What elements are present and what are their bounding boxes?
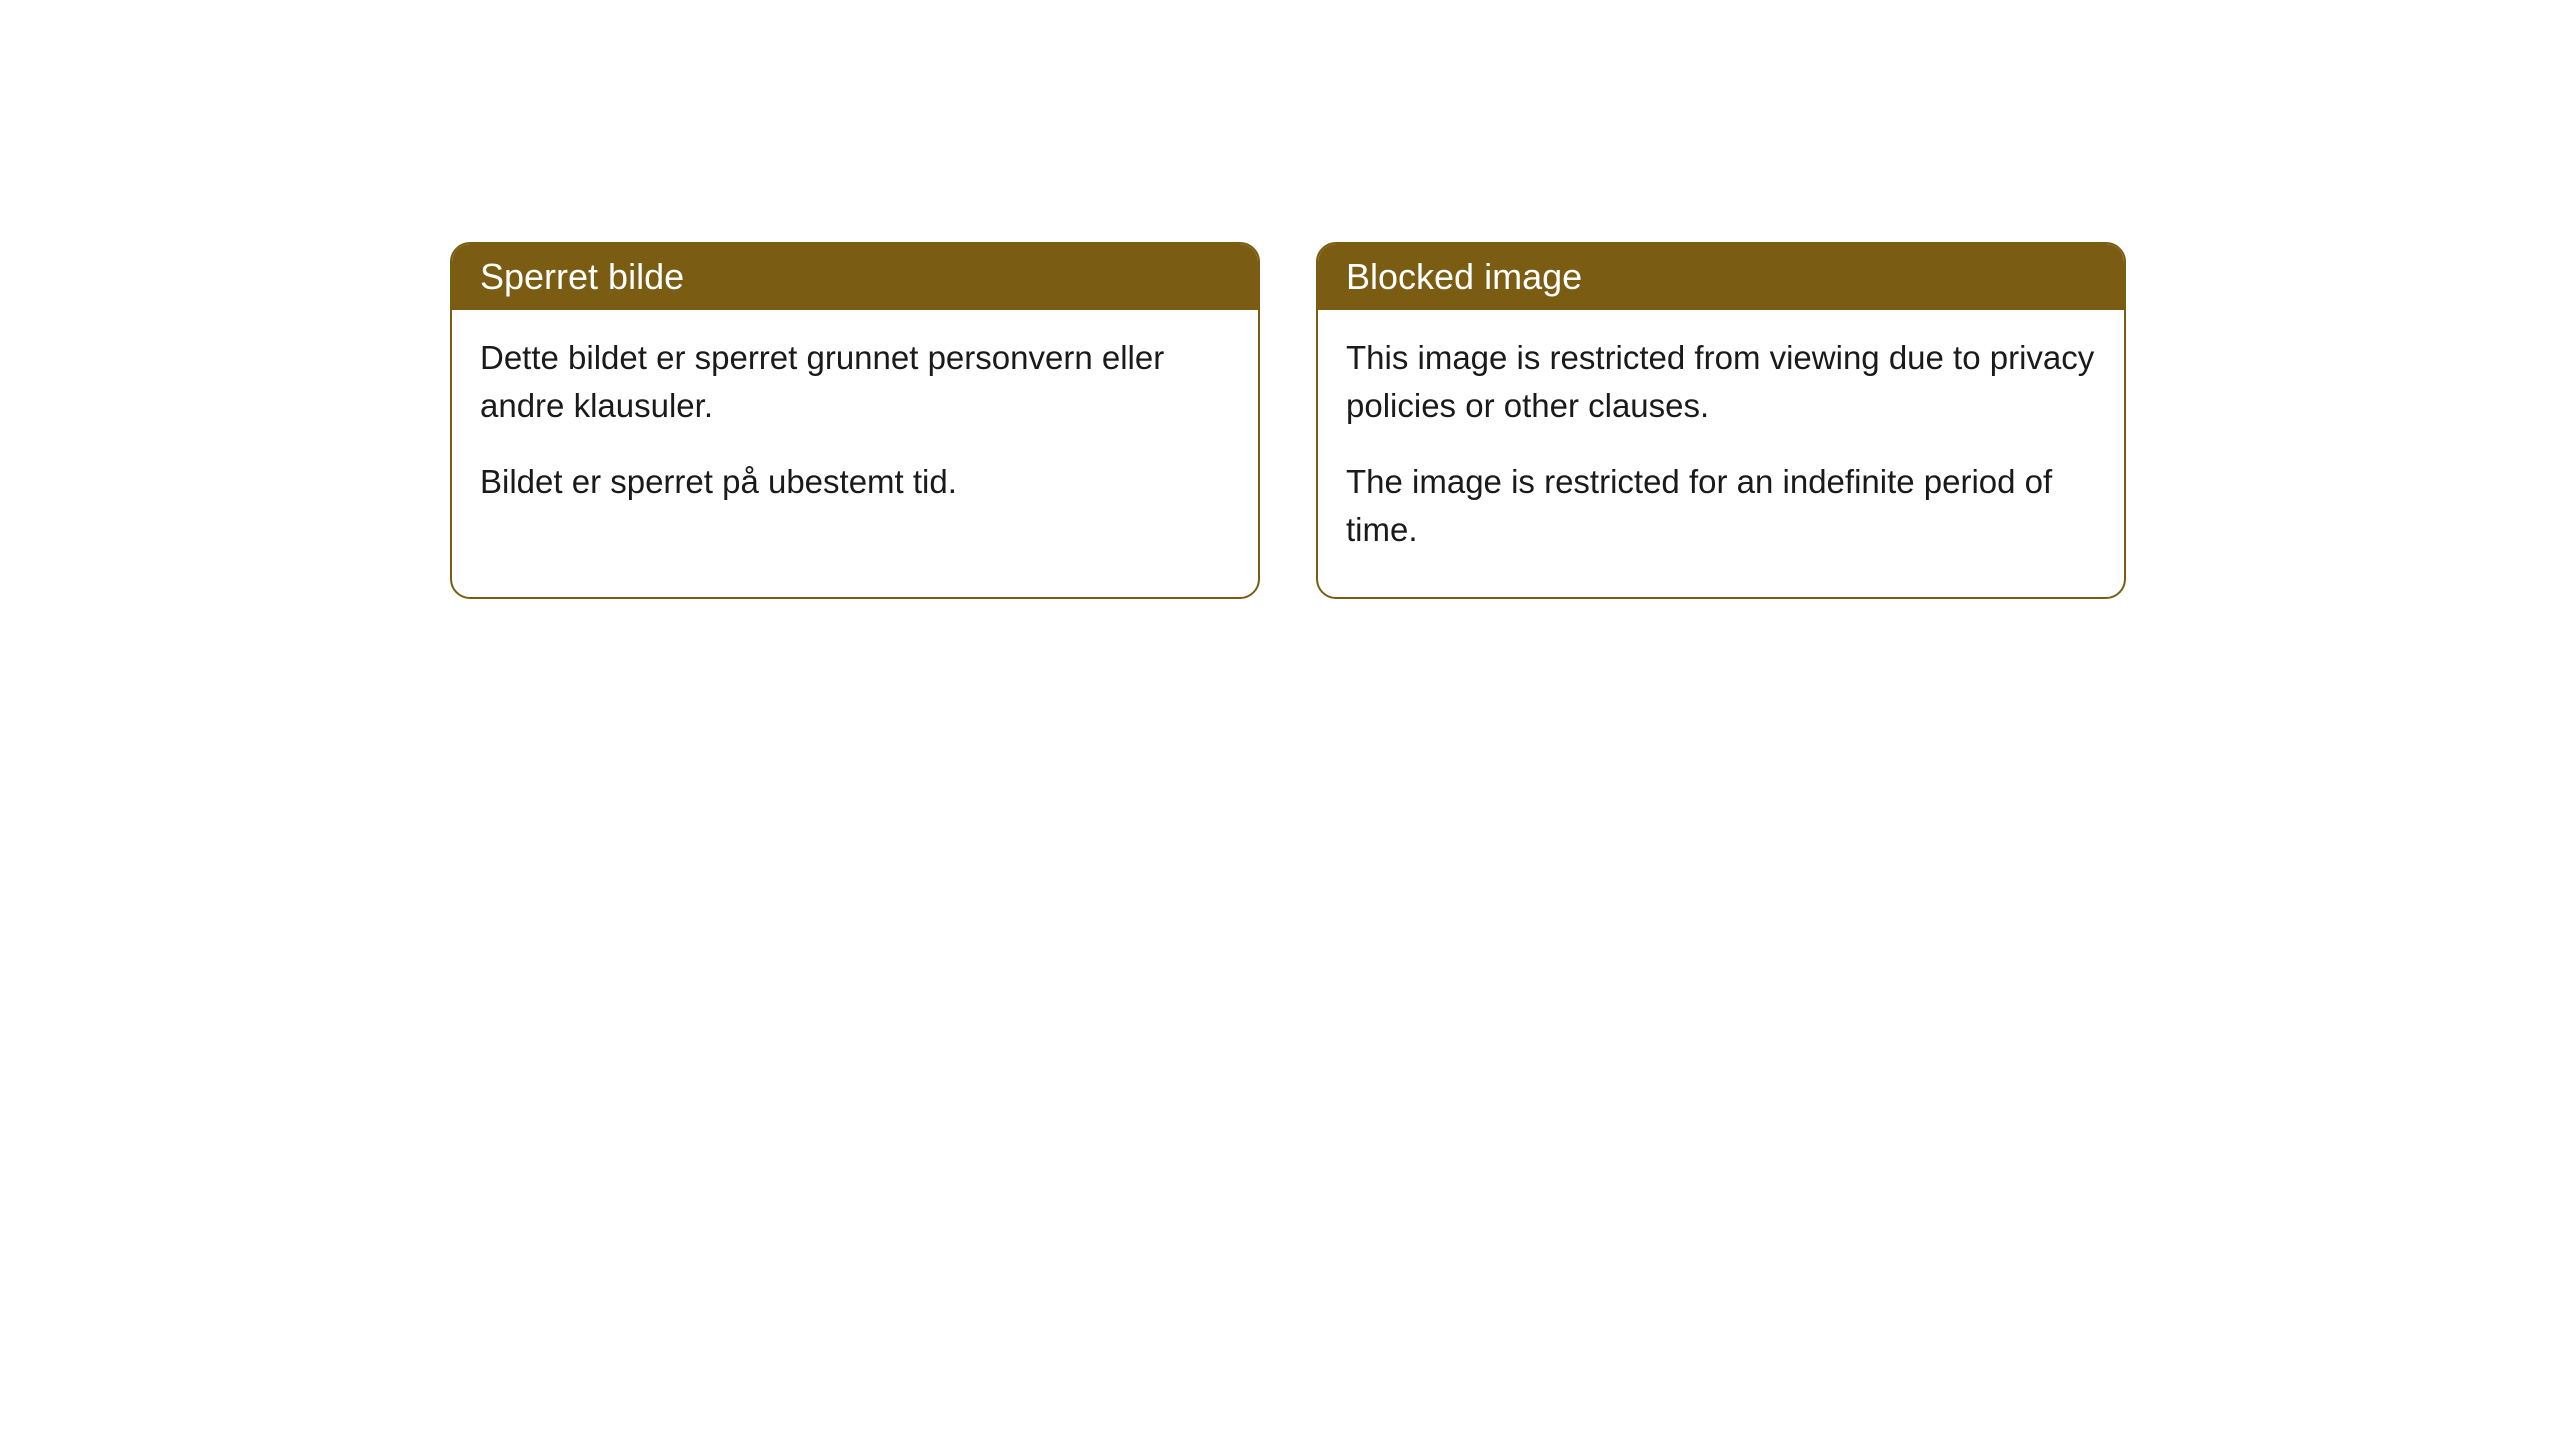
card-paragraph-norwegian-1: Dette bildet er sperret grunnet personve… xyxy=(480,334,1230,430)
card-header-english: Blocked image xyxy=(1318,244,2124,310)
card-paragraph-english-1: This image is restricted from viewing du… xyxy=(1346,334,2096,430)
notice-card-english: Blocked image This image is restricted f… xyxy=(1316,242,2126,599)
card-body-english: This image is restricted from viewing du… xyxy=(1318,310,2124,597)
card-title-english: Blocked image xyxy=(1346,256,1582,297)
card-body-norwegian: Dette bildet er sperret grunnet personve… xyxy=(452,310,1258,550)
card-paragraph-norwegian-2: Bildet er sperret på ubestemt tid. xyxy=(480,458,1230,506)
card-header-norwegian: Sperret bilde xyxy=(452,244,1258,310)
notice-card-norwegian: Sperret bilde Dette bildet er sperret gr… xyxy=(450,242,1260,599)
notice-container: Sperret bilde Dette bildet er sperret gr… xyxy=(450,242,2126,599)
card-title-norwegian: Sperret bilde xyxy=(480,256,684,297)
card-paragraph-english-2: The image is restricted for an indefinit… xyxy=(1346,458,2096,554)
